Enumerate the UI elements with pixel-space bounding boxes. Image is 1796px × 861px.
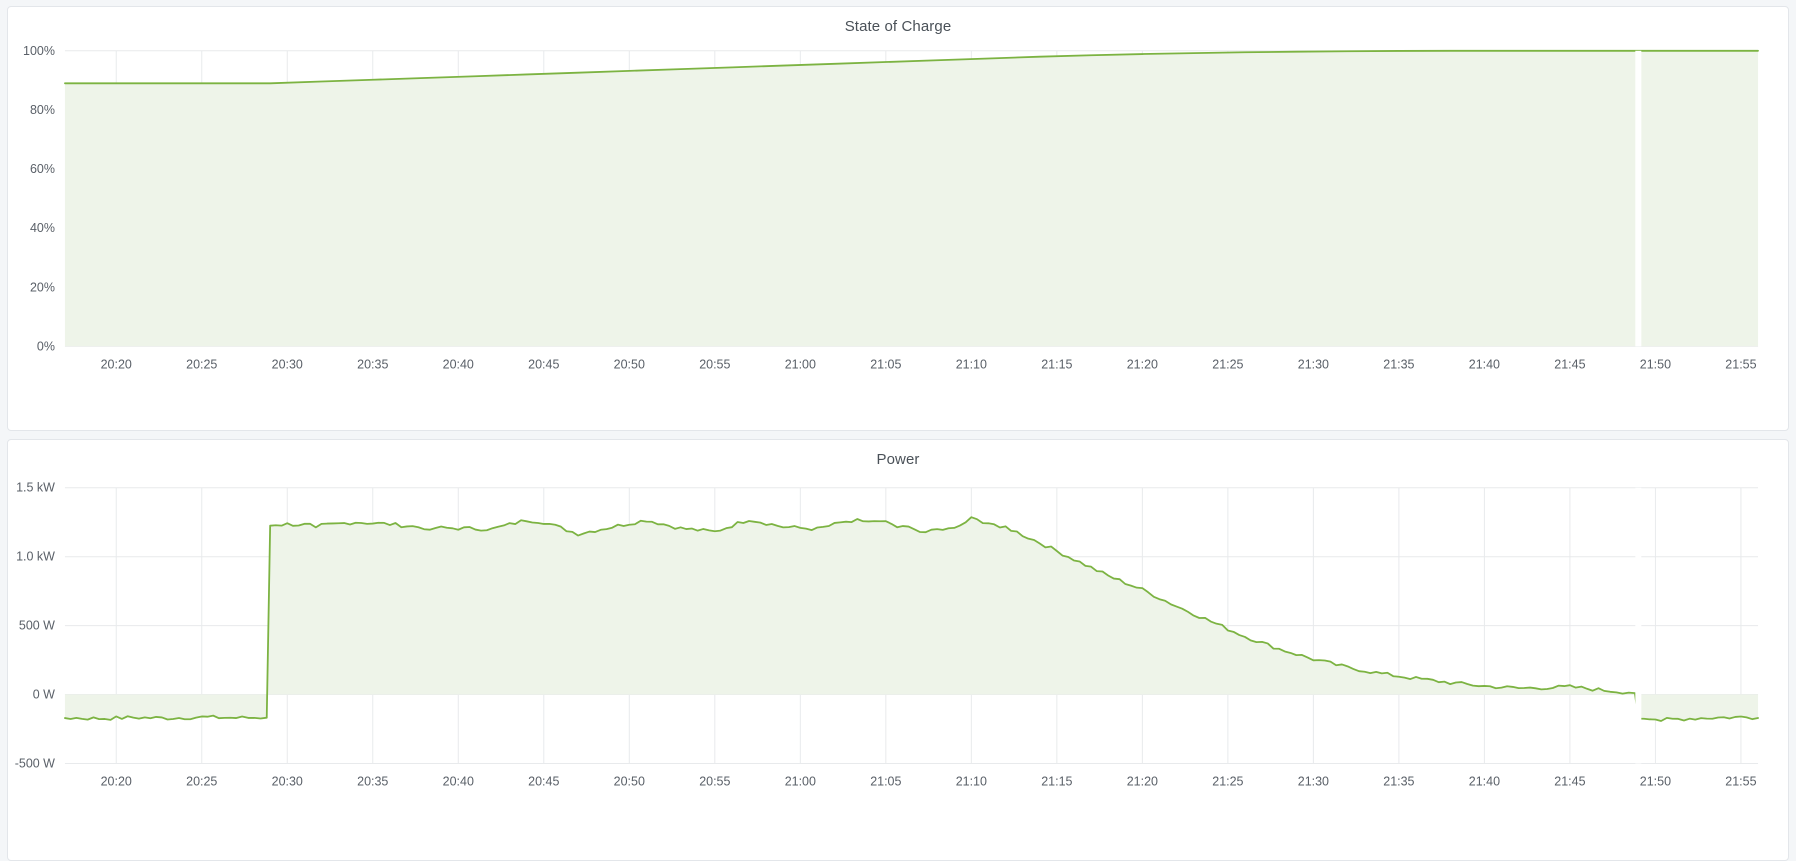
x-axis-tick-label: 21:30 (1298, 357, 1329, 371)
y-axis-tick-label: 0% (37, 339, 55, 353)
series-area-fill (64, 517, 1759, 722)
x-axis-tick-label: 20:55 (699, 357, 730, 371)
x-axis-tick-label: 21:20 (1127, 774, 1158, 788)
x-axis-tick-label: 21:25 (1212, 357, 1243, 371)
y-axis-tick-label: 500 W (19, 619, 55, 633)
x-axis-tick-label: 20:20 (101, 774, 132, 788)
panel-title-state-of-charge: State of Charge (844, 18, 952, 35)
x-axis-tick-label: 21:15 (1041, 774, 1072, 788)
y-axis-tick-label: 1.5 kW (16, 481, 55, 495)
x-axis-tick-label: 21:15 (1041, 357, 1072, 371)
x-axis-tick-label: 21:50 (1640, 357, 1671, 371)
x-axis-tick-label: 21:05 (870, 774, 901, 788)
y-axis-tick-label: 20% (30, 280, 55, 294)
x-axis-tick-label: 21:30 (1298, 774, 1329, 788)
x-axis-tick-label: 20:20 (101, 357, 132, 371)
x-axis-tick-label: 20:30 (272, 357, 303, 371)
x-axis-tick-label: 21:40 (1469, 357, 1500, 371)
x-axis-tick-label: 21:50 (1640, 774, 1671, 788)
y-axis-tick-label: 0 W (33, 688, 55, 702)
x-axis-tick-label: 20:35 (357, 774, 388, 788)
x-axis-tick-label: 21:25 (1212, 774, 1243, 788)
y-axis-tick-label: -500 W (15, 756, 55, 770)
x-axis-tick-label: 21:10 (956, 774, 987, 788)
x-axis-tick-label: 20:50 (614, 357, 645, 371)
x-axis-tick-label: 20:55 (699, 774, 730, 788)
x-axis-tick-label: 21:10 (956, 357, 987, 371)
panel-power[interactable]: Power -500 W 0 W 500 W 1.0 kW 1.5 kW 20:20 20:… (7, 439, 1789, 861)
x-axis-tick-label: 20:25 (186, 357, 217, 371)
power-plot-area[interactable]: -500 W 0 W 500 W 1.0 kW 1.5 kW 20:20 20:25 20:3… (8, 440, 1788, 860)
x-axis-tick-label: 21:45 (1554, 774, 1585, 788)
y-axis-tick-label: 60% (30, 162, 55, 176)
panel-state-of-charge[interactable]: State of Charge 0% 20% 40% 60% 80% 100% 20:20 2… (7, 6, 1789, 431)
series-line (64, 516, 1759, 722)
y-axis-tick-label: 100% (23, 44, 55, 58)
x-axis-tick-label: 21:40 (1469, 774, 1500, 788)
x-axis-tick-label: 20:45 (528, 357, 559, 371)
x-axis-tick-label: 21:55 (1725, 774, 1756, 788)
x-axis-tick-label: 20:40 (443, 357, 474, 371)
x-axis-tick-label: 21:55 (1725, 357, 1756, 371)
series-line (64, 49, 1759, 85)
data-gap-band (1635, 50, 1642, 347)
x-axis-tick-label: 21:00 (785, 357, 816, 371)
y-axis-tick-label: 1.0 kW (16, 550, 55, 564)
x-axis-tick-label: 20:25 (186, 774, 217, 788)
x-axis-tick-label: 20:45 (528, 774, 559, 788)
x-axis-tick-label: 21:35 (1383, 774, 1414, 788)
y-axis-tick-label: 40% (30, 221, 55, 235)
soc-plot-area[interactable]: 0% 20% 40% 60% 80% 100% 20:20 20:25 20:30 20:35 20… (8, 7, 1788, 430)
y-axis-tick-label: 80% (30, 103, 55, 117)
x-axis-tick-label: 20:30 (272, 774, 303, 788)
x-axis-tick-label: 21:45 (1554, 357, 1585, 371)
x-axis-tick-label: 20:35 (357, 357, 388, 371)
x-axis-tick-label: 21:05 (870, 357, 901, 371)
x-axis-tick-label: 20:50 (614, 774, 645, 788)
series-area-fill (64, 50, 1759, 347)
power-chart-svg[interactable]: -500 W 0 W 500 W 1.0 kW 1.5 kW 20:20 20:25 20:3… (8, 440, 1788, 860)
x-axis-tick-label: 21:00 (785, 774, 816, 788)
x-axis-tick-label: 21:20 (1127, 357, 1158, 371)
data-gap-band (1635, 487, 1642, 764)
soc-chart-svg[interactable]: 0% 20% 40% 60% 80% 100% 20:20 20:25 20:30 20:35 20… (8, 7, 1788, 430)
x-axis-tick-label: 21:35 (1383, 357, 1414, 371)
x-axis-tick-label: 20:40 (443, 774, 474, 788)
panel-title-power: Power (876, 451, 920, 468)
